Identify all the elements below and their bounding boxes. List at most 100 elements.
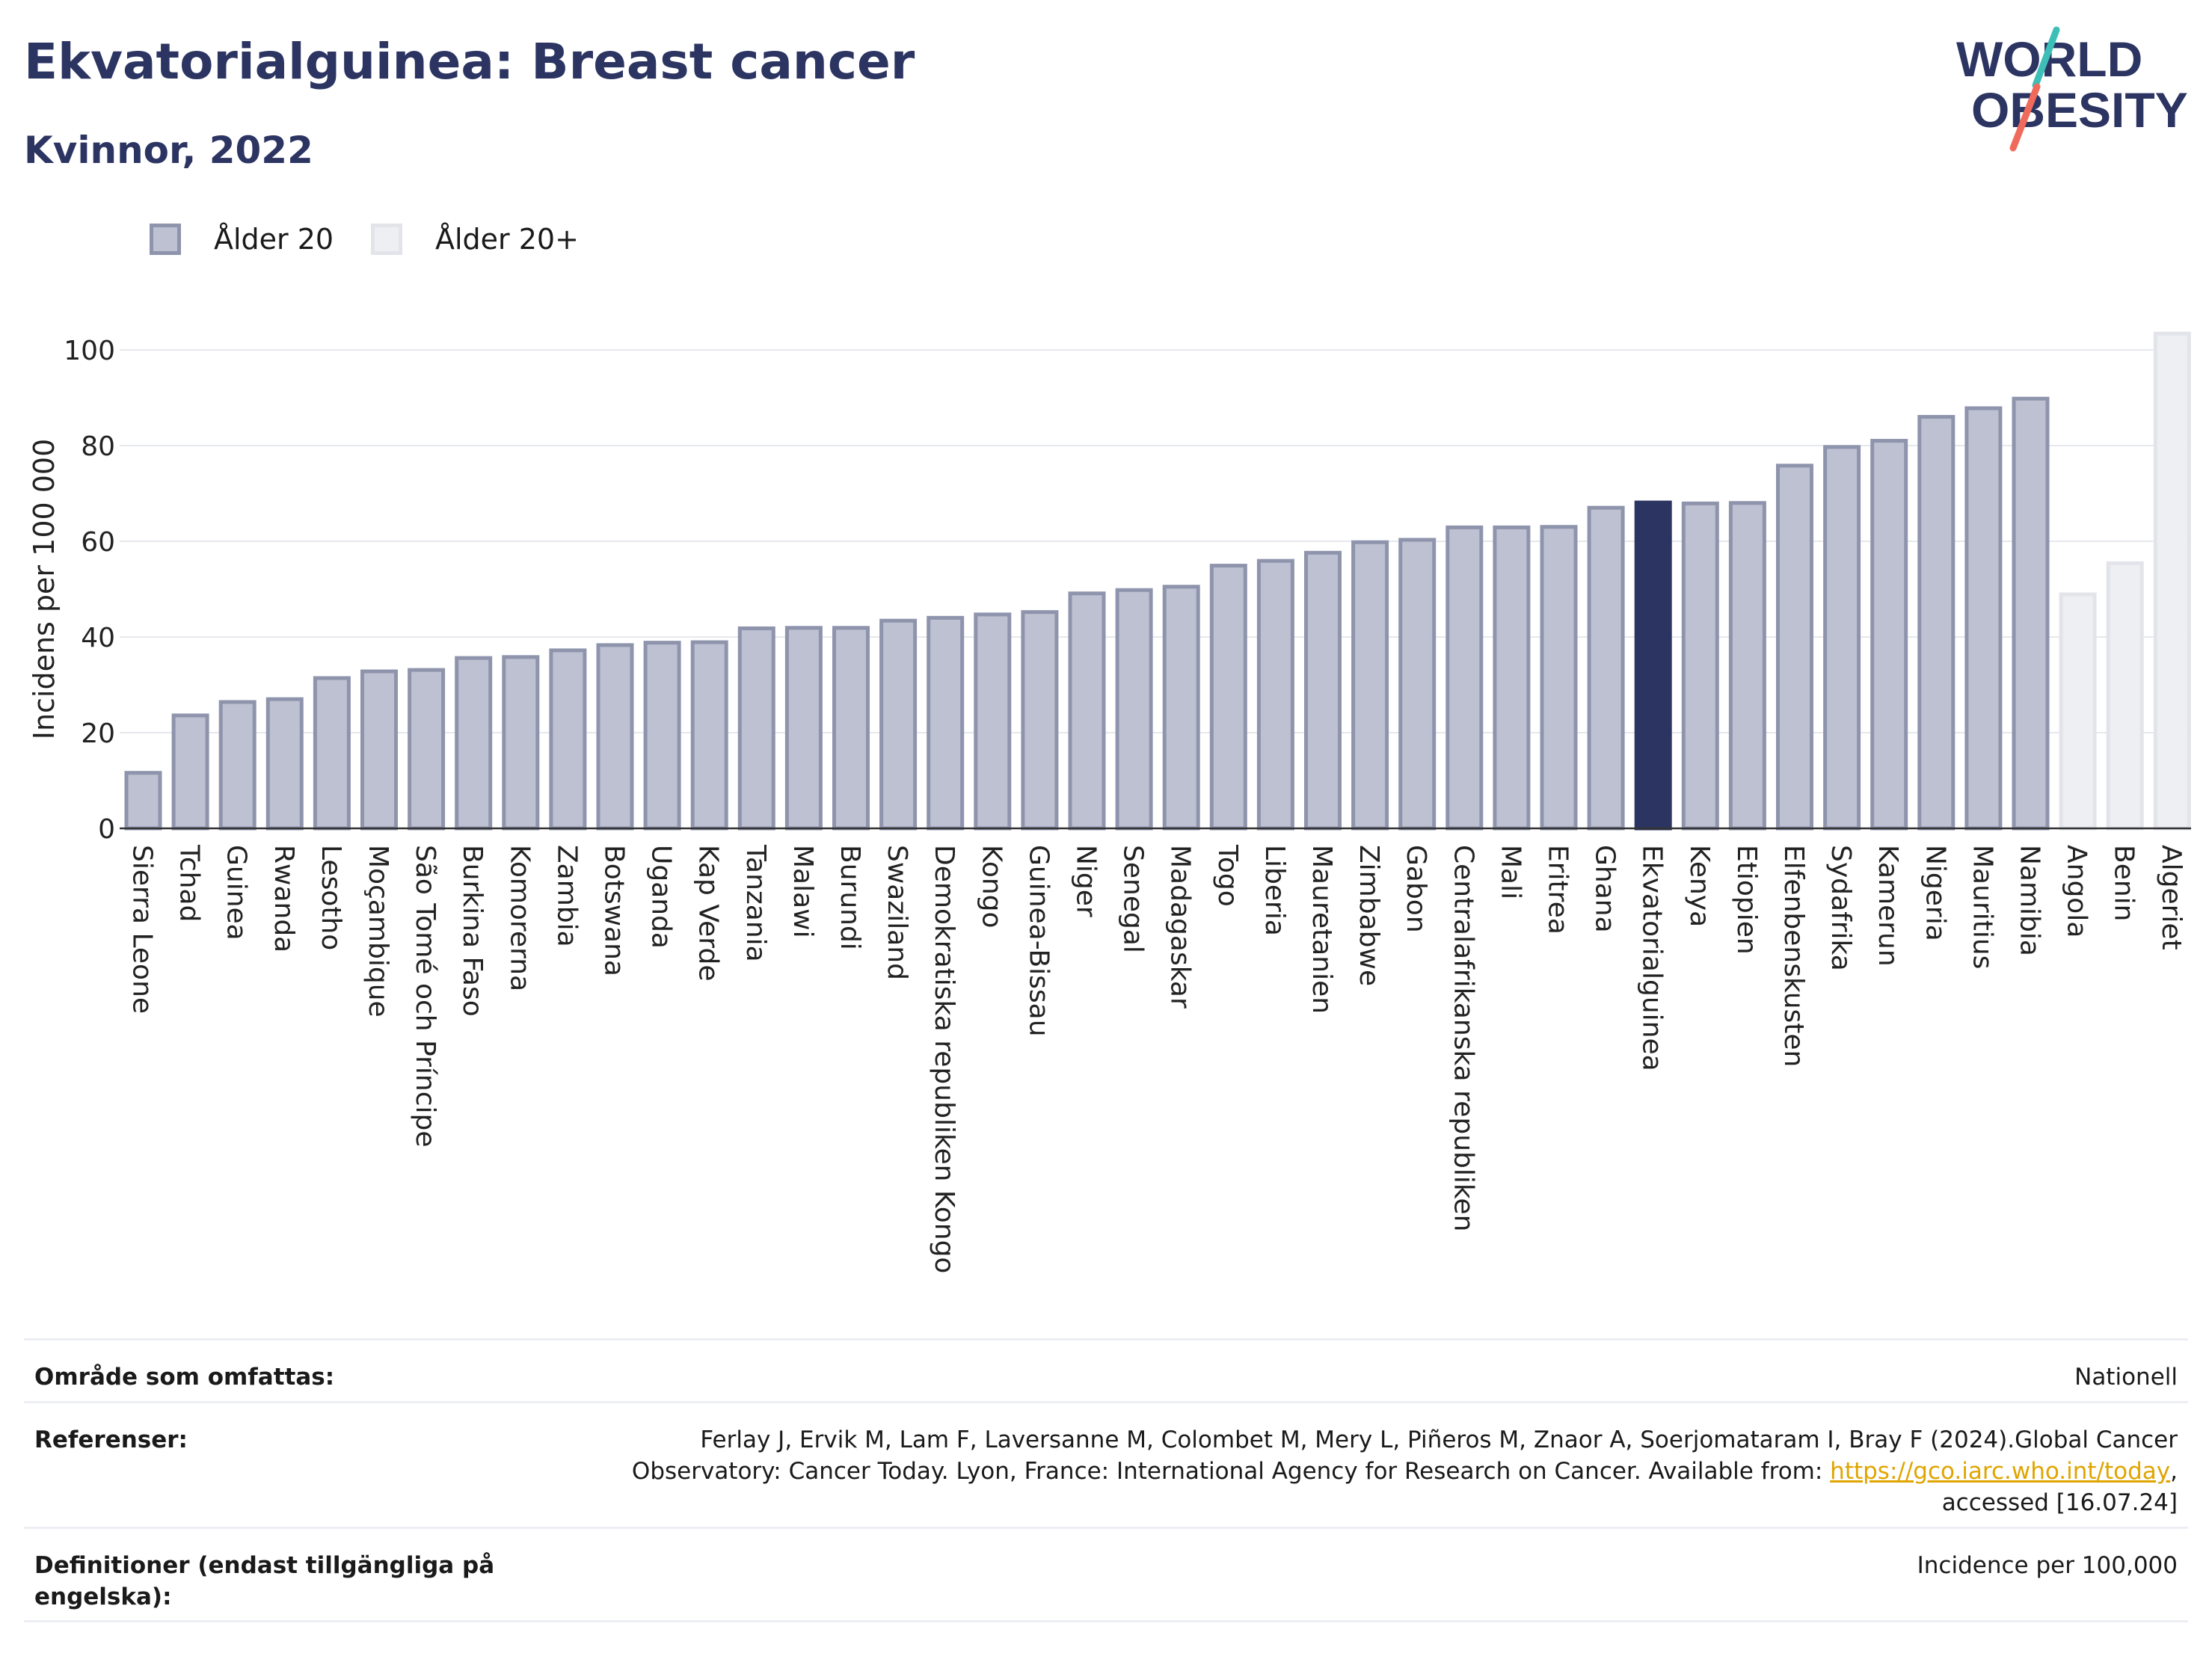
bar-komorerna [502, 655, 540, 831]
y-axis-title: Incidens per 100 000 [28, 439, 61, 740]
x-tick-label: Kap Verde [693, 845, 724, 981]
definitions-label: Definitioner (endast tillgängliga på eng… [34, 1552, 495, 1610]
bar-namibia [2012, 396, 2050, 831]
references-value: Ferlay J, Ervik M, Lam F, Laversanne M, … [570, 1424, 2178, 1518]
x-tick-label: Namibia [2015, 845, 2045, 956]
bar-s-o-tom-och-pr-ncipe [408, 668, 446, 831]
logo-line-obesity: OBESITY [1971, 82, 2188, 138]
x-tick-label: Senegal [1118, 845, 1149, 953]
bar-niger [1068, 591, 1106, 831]
x-tick-label: Botswana [599, 845, 630, 976]
x-tick-label: Mauritius [1967, 845, 1997, 969]
legend-swatch-primary [150, 224, 181, 255]
x-tick-label: Swaziland [882, 845, 912, 980]
bar-chart: 0 20 40 60 80 100 Incidens per 100 000 Sierra L… [28, 331, 2191, 1273]
x-tick-label: São Tomé och Príncipe [410, 845, 440, 1148]
y-tick-label: 40 [81, 623, 115, 653]
x-tick-label: Mali [1495, 845, 1526, 899]
bar-guinea-bissau [1021, 610, 1059, 831]
x-tick-label: Guinea [221, 845, 252, 941]
x-tick-label: Nigeria [1920, 845, 1950, 941]
page-subtitle: Kvinnor, 2022 [24, 129, 313, 172]
bar-zambia [549, 648, 587, 831]
legend-swatch-comparison [371, 224, 402, 255]
x-tick-label: Togo [1212, 844, 1243, 907]
y-tick-label: 20 [81, 718, 115, 749]
x-tick-label: Mauretanien [1306, 845, 1337, 1014]
page-title: Ekvatorialguinea: Breast cancer [24, 33, 915, 90]
bar-swaziland [879, 618, 918, 831]
bar-mauretanien [1304, 550, 1342, 831]
bar-etiopien [1728, 501, 1766, 831]
x-tick-label: Sierra Leone [127, 845, 158, 1014]
y-tick-label: 0 [98, 814, 115, 845]
x-tick-label: Burkina Faso [457, 845, 488, 1017]
bar-togo [1209, 564, 1247, 831]
legend-label-primary: Ålder 20 [214, 223, 334, 256]
x-tick-label: Algeriet [2156, 845, 2187, 950]
x-tick-label: Madagaskar [1165, 845, 1196, 1009]
bar-algeriet [2153, 331, 2191, 831]
x-tick-label: Angola [2062, 845, 2092, 938]
coverage-value: Nationell [2074, 1364, 2178, 1391]
bar-senegal [1115, 588, 1153, 831]
bar-sydafrika [1823, 445, 1861, 831]
y-tick-label: 100 [64, 336, 115, 366]
legend-item-primary[interactable]: Ålder 20 [150, 223, 334, 256]
bar-benin [2106, 561, 2144, 831]
bar-elfenbenskusten [1776, 464, 1813, 831]
x-tick-label: Ghana [1590, 845, 1620, 933]
world-obesity-logo: WORLD OBESITY [1956, 26, 2188, 152]
bar-mauritius [1964, 406, 2003, 831]
bar-sierra-leone [124, 771, 162, 831]
bar-mali [1493, 525, 1531, 831]
legend-item-comparison[interactable]: Ålder 20+ [371, 223, 579, 256]
logo-slash-coral [2009, 83, 2041, 152]
x-tick-label: Kenya [1684, 845, 1715, 927]
bar-uganda [643, 641, 681, 831]
references-link[interactable]: https://gco.iarc.who.int/today [1830, 1458, 2171, 1485]
x-tick-label: Rwanda [268, 845, 299, 952]
references-suffix: , accessed [16.07.24] [1941, 1458, 2178, 1516]
references-label: Referenser: [34, 1426, 188, 1453]
info-row-coverage: Område som omfattas: Nationell [24, 1338, 2188, 1401]
x-tick-label: Elfenbenskusten [1778, 845, 1809, 1067]
bar-demokratiska-republiken-kongo [927, 615, 965, 831]
bar-eritrea [1540, 525, 1578, 831]
x-tick-label: Malawi [787, 845, 818, 938]
y-tick-label: 80 [81, 431, 115, 462]
bar-kamerun [1870, 439, 1908, 831]
x-tick-label: Tanzania [740, 844, 771, 962]
x-tick-label: Guinea-Bissau [1023, 845, 1054, 1037]
x-tick-label: Kongo [976, 845, 1007, 929]
bar-kongo [974, 612, 1012, 831]
bar-kap-verde [690, 640, 728, 831]
logo-slash-teal [2032, 26, 2060, 89]
x-tick-label: Komorerna [504, 845, 535, 991]
x-tick-label: Etiopien [1731, 845, 1762, 955]
bar-madagaskar [1162, 585, 1200, 831]
bar-tanzania [737, 626, 775, 831]
x-tick-label: Benin [2109, 845, 2139, 921]
bar-lesotho [313, 676, 351, 831]
definitions-value: Incidence per 100,000 [1917, 1552, 2178, 1579]
coverage-label: Område som omfattas: [34, 1364, 335, 1391]
info-row-references: Referenser: Ferlay J, Ervik M, Lam F, La… [24, 1401, 2188, 1527]
x-tick-label: Zimbabwe [1354, 845, 1384, 986]
bar-zimbabwe [1351, 540, 1389, 831]
bar-nigeria [1917, 415, 1956, 831]
bar-kenya [1681, 501, 1719, 831]
x-tick-label: Burundi [835, 845, 865, 950]
bar-ekvatorialguinea [1634, 500, 1672, 831]
bar-guinea [218, 700, 256, 831]
bar-botswana [596, 643, 634, 831]
x-tick-label: Eritrea [1543, 845, 1573, 935]
references-text: Ferlay J, Ervik M, Lam F, Laversanne M, … [631, 1426, 2178, 1485]
info-row-definitions: Definitioner (endast tillgängliga på eng… [24, 1527, 2188, 1622]
x-tick-label: Zambia [551, 845, 582, 947]
x-tick-label: Centralafrikanska republiken [1448, 845, 1478, 1231]
bar-burkina-faso [455, 656, 493, 831]
bar-gabon [1398, 538, 1437, 831]
y-tick-label: 60 [81, 527, 115, 558]
x-tick-label: Niger [1071, 845, 1102, 917]
